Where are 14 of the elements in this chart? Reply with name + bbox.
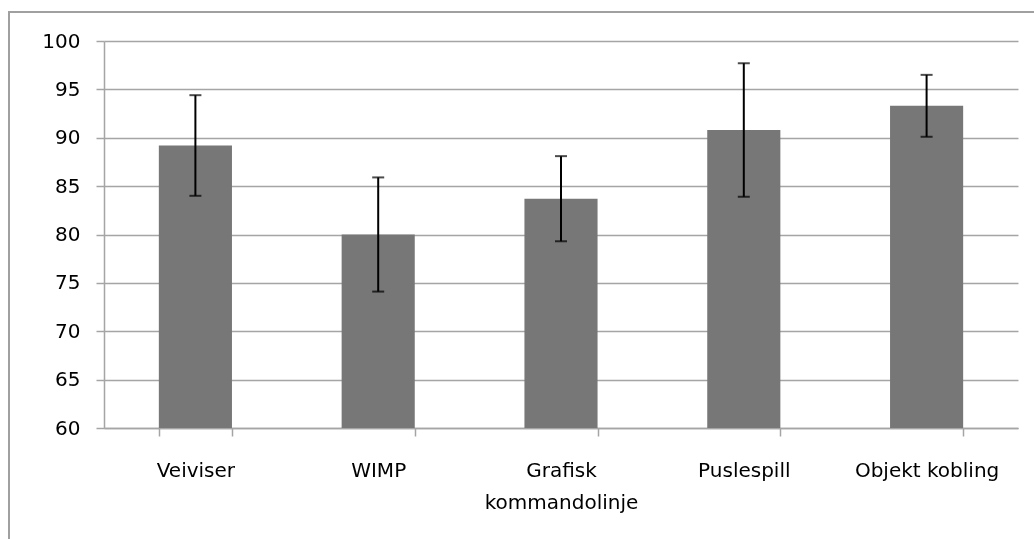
y-tick-label: 90 [55,125,81,150]
x-tick-label: Veiviser [156,457,236,482]
y-tick-label: 85 [55,173,81,198]
y-tick-label: 60 [55,415,81,440]
x-tick-label: WIMP [351,457,407,482]
x-tick-label: Objekt kobling [854,457,1000,482]
y-tick-label: 75 [55,270,81,295]
y-tick-label: 80 [55,222,81,246]
x-tick-label: Puslespill [698,457,791,482]
y-tick-label: 70 [55,318,81,343]
y-tick-label: 100 [42,28,81,53]
y-tick-label: 95 [55,76,81,101]
y-tick-label: 65 [55,367,81,392]
x-tick-label: Grafisk kommandolinje [484,457,639,514]
